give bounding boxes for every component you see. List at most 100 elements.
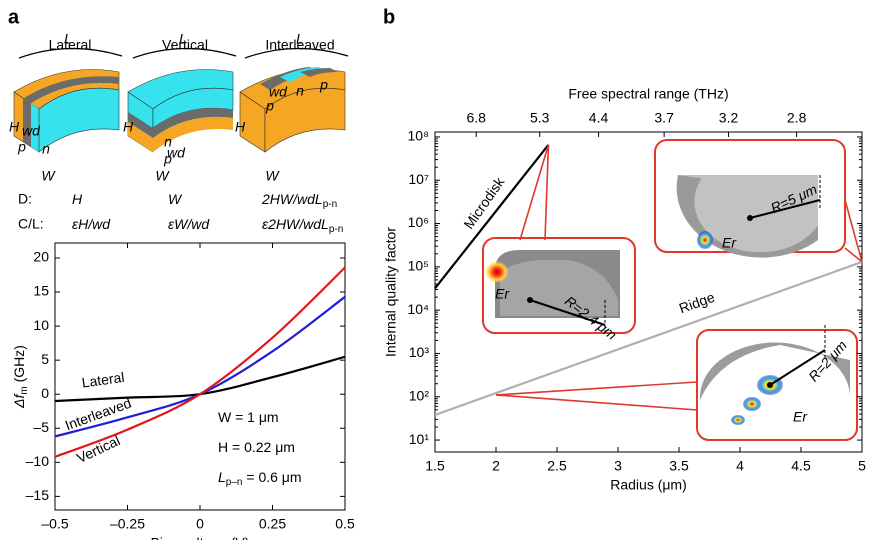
panel-label: a [8,6,20,28]
y-tick-label: 10⁴ [407,301,429,317]
schematic-lateral [13,47,123,153]
y-axis-title: Δfm (GHz) [11,345,30,409]
schematic-letter: W [41,168,56,184]
mode-label: Er [495,286,510,302]
x-tick-label: 4 [736,458,744,474]
series-line [434,260,863,416]
y-tick-label: 10⁵ [408,258,429,274]
x-axis-title: Bias voltage (V) [151,535,250,540]
x-tick-label: 0.25 [259,516,286,532]
row-cell-part: 2HW/wdL [261,191,323,207]
y-axis-title-part: (GHz) [11,345,27,386]
schematic-vertical [127,47,237,153]
schematic-title: Lateral [49,37,92,53]
series-label: Ridge [677,289,717,317]
y-tick-label: 0 [41,385,49,401]
x2-tick-label: 3.2 [719,110,739,126]
x-tick-label: 3.5 [669,458,689,474]
mode-label: Er [793,409,808,425]
mode-label: Er [722,235,737,251]
panel-label: b [383,6,395,28]
callouts [482,139,858,441]
y-tick-label: 10² [409,387,430,403]
x-tick-label: 1.5 [425,458,445,474]
annotation-part: L [218,469,226,485]
y-axis-title-part: Δf [11,393,27,409]
series-label: Lateral [81,369,126,391]
x-tick-label: 0 [196,516,204,532]
y-tick-label: –10 [26,453,50,469]
x2-tick-label: 4.4 [589,110,609,126]
schematic-letter: H [123,119,134,135]
row-cell-part: ε2HW/wdL [262,216,329,232]
row-cell-part: H [72,191,83,207]
y-tick-label: 5 [41,351,49,367]
y-axis-title: Internal quality factor [383,227,399,357]
callout-pointer [519,144,550,241]
x-tick-label: 4.5 [791,458,811,474]
x-tick-label: 0.5 [335,516,355,532]
annotation: W = 1 μm [218,409,279,425]
radius-origin [767,382,773,388]
callout-pointer [844,247,863,263]
annotation-part: W = 1 μm [218,409,279,425]
annotation-part: H = 0.22 μm [218,439,295,455]
callout-pointer [844,199,863,263]
series-label: Microdisk [460,173,508,231]
annotation-part: = 0.6 μm [242,469,301,485]
schematic-letter: W [265,168,280,184]
schematic-letter: p [163,151,172,167]
schematic-letter: p [319,77,328,93]
row-cell-part: εH/wd [72,216,111,232]
y-tick-label: –15 [26,487,50,503]
callout-pointer [544,144,550,241]
series-line [54,266,346,458]
x2-tick-label: 6.8 [466,110,486,126]
schematic-letter: L [64,31,72,47]
x-axis-title: Radius (μm) [610,477,687,493]
schematic-letter: p [265,98,274,114]
radius-origin [747,215,753,221]
y-tick-label: 10¹ [409,431,430,447]
series-label: Vertical [74,432,122,466]
schematic-title: Interleaved [265,37,334,53]
y-tick-label: –5 [33,419,49,435]
schematic-letter: wd [22,123,41,139]
schematic-title: Vertical [162,37,208,53]
x-tick-label: 3 [614,458,622,474]
schematic-interleaved [239,47,349,153]
x2-tick-label: 3.7 [654,110,674,126]
row-cell: εW/wd [168,216,210,232]
schematic-letter: L [179,31,187,47]
annotation-part: p–n [226,477,243,488]
row-cell: H [72,191,83,207]
row-cell: ε2HW/wdLp-n [262,216,343,235]
row-label: D: [18,191,32,207]
schematic-letter: p [17,139,26,155]
radius-arrow [769,349,826,386]
annotation: H = 0.22 μm [218,439,295,455]
y-axis-title-part: m [19,386,30,394]
y-tick-label: 10 [33,317,49,333]
y-tick-label: 10⁶ [408,214,429,230]
x2-tick-label: 2.8 [787,110,807,126]
annotation: Lp–n = 0.6 μm [218,469,302,488]
plot-frame [434,131,863,453]
schematic-letter: W [155,168,170,184]
y-tick-label: 10⁷ [408,171,429,187]
y-tick-label: 10⁸ [408,128,430,144]
radius-arrow [749,199,821,219]
schematic-letter: wd [269,84,288,100]
row-cell-part: εW/wd [168,216,210,232]
row-cell: 2HW/wdLp-n [261,191,337,210]
schematic-letter: L [296,31,304,47]
schematic-letter: H [9,119,20,135]
x-tick-label: –0.5 [41,516,68,532]
x2-tick-label: 5.3 [530,110,550,126]
row-cell: W [168,191,183,207]
schematic-letter: H [235,119,246,135]
row-cell-part: W [168,191,183,207]
radius-arrow [529,299,606,326]
